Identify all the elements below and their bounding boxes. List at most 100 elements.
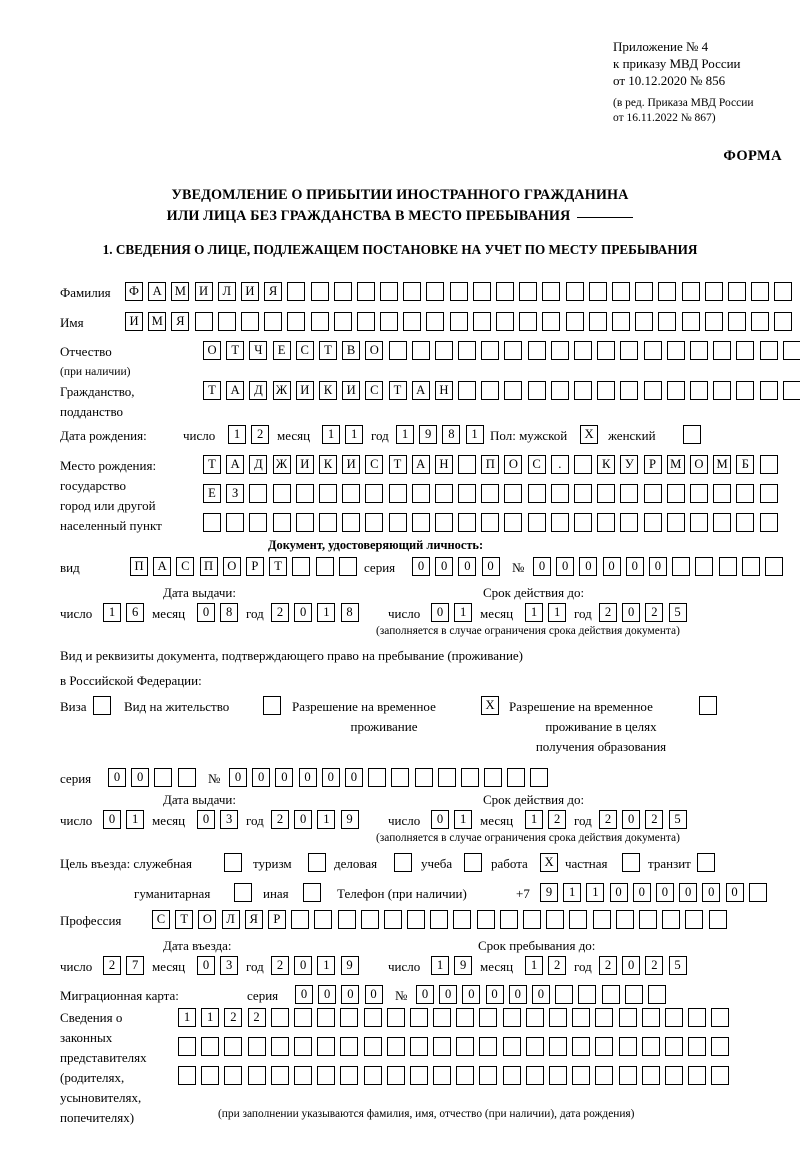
char-cell[interactable]: 3 bbox=[220, 956, 239, 975]
char-cell[interactable] bbox=[270, 1066, 289, 1085]
char-cell[interactable]: Б bbox=[736, 455, 755, 474]
char-cell[interactable]: Т bbox=[269, 557, 288, 576]
char-cell[interactable] bbox=[597, 513, 616, 532]
char-cell[interactable]: 2 bbox=[548, 810, 567, 829]
char-cell[interactable] bbox=[403, 312, 422, 331]
char-cell[interactable]: 0 bbox=[108, 768, 126, 787]
char-cell[interactable] bbox=[434, 484, 453, 503]
char-cell[interactable]: 0 bbox=[344, 768, 363, 787]
char-cell[interactable] bbox=[620, 513, 639, 532]
char-cell[interactable] bbox=[751, 312, 770, 331]
char-cell[interactable]: Ч bbox=[249, 341, 268, 360]
char-cell[interactable] bbox=[664, 1008, 683, 1027]
char-cell[interactable] bbox=[194, 312, 213, 331]
char-cell[interactable]: 1 bbox=[465, 425, 484, 444]
char-cell[interactable] bbox=[388, 341, 407, 360]
char-cell[interactable]: Ф bbox=[125, 282, 143, 301]
char-cell[interactable] bbox=[310, 282, 329, 301]
char-cell[interactable] bbox=[504, 513, 523, 532]
char-cell[interactable] bbox=[264, 312, 283, 331]
char-cell[interactable]: В bbox=[342, 341, 361, 360]
char-cell[interactable]: 8 bbox=[220, 603, 239, 622]
char-cell[interactable] bbox=[363, 1066, 382, 1085]
char-cell[interactable]: 0 bbox=[197, 810, 215, 829]
char-cell[interactable] bbox=[434, 513, 453, 532]
char-cell[interactable] bbox=[565, 312, 584, 331]
char-cell[interactable] bbox=[380, 282, 399, 301]
char-cell[interactable]: 2 bbox=[103, 956, 121, 975]
char-cell[interactable]: 0 bbox=[435, 557, 454, 576]
char-cell[interactable] bbox=[317, 1066, 336, 1085]
char-cell[interactable] bbox=[502, 1008, 521, 1027]
char-cell[interactable] bbox=[736, 381, 755, 400]
char-cell[interactable]: 1 bbox=[525, 956, 543, 975]
char-cell[interactable]: Т bbox=[226, 341, 245, 360]
char-cell[interactable] bbox=[708, 910, 727, 929]
char-cell[interactable]: 6 bbox=[126, 603, 145, 622]
char-cell[interactable]: А bbox=[226, 455, 245, 474]
char-cell[interactable] bbox=[759, 513, 778, 532]
char-cell[interactable]: 2 bbox=[224, 1008, 243, 1027]
char-cell[interactable]: П bbox=[199, 557, 218, 576]
char-cell[interactable] bbox=[572, 1066, 591, 1085]
char-cell[interactable] bbox=[550, 484, 569, 503]
char-cell[interactable] bbox=[479, 1008, 498, 1027]
purpose-study-checkbox[interactable] bbox=[464, 853, 482, 872]
char-cell[interactable]: О bbox=[203, 341, 221, 360]
char-cell[interactable] bbox=[704, 312, 723, 331]
char-cell[interactable] bbox=[550, 513, 569, 532]
char-cell[interactable] bbox=[578, 985, 597, 1004]
char-cell[interactable] bbox=[433, 1037, 452, 1056]
char-cell[interactable]: 0 bbox=[321, 768, 340, 787]
char-cell[interactable]: А bbox=[411, 455, 430, 474]
char-cell[interactable] bbox=[411, 513, 430, 532]
char-cell[interactable] bbox=[774, 312, 793, 331]
char-cell[interactable] bbox=[479, 1037, 498, 1056]
char-cell[interactable]: 2 bbox=[271, 956, 289, 975]
char-cell[interactable] bbox=[318, 513, 337, 532]
char-cell[interactable] bbox=[178, 1037, 196, 1056]
char-cell[interactable]: 0 bbox=[609, 883, 628, 902]
char-cell[interactable]: С bbox=[152, 910, 170, 929]
char-cell[interactable] bbox=[620, 381, 639, 400]
char-cell[interactable] bbox=[203, 513, 221, 532]
char-cell[interactable]: И bbox=[342, 455, 361, 474]
char-cell[interactable] bbox=[569, 910, 588, 929]
char-cell[interactable]: З bbox=[226, 484, 245, 503]
char-cell[interactable] bbox=[224, 1037, 243, 1056]
char-cell[interactable] bbox=[635, 312, 654, 331]
char-cell[interactable]: А bbox=[226, 381, 245, 400]
char-cell[interactable] bbox=[504, 341, 523, 360]
char-cell[interactable] bbox=[574, 381, 592, 400]
char-cell[interactable] bbox=[704, 282, 723, 301]
char-cell[interactable] bbox=[525, 1037, 544, 1056]
char-cell[interactable]: Н bbox=[434, 381, 453, 400]
char-cell[interactable]: 0 bbox=[431, 603, 449, 622]
char-cell[interactable] bbox=[530, 768, 549, 787]
char-cell[interactable]: 1 bbox=[525, 810, 543, 829]
char-cell[interactable]: 8 bbox=[442, 425, 461, 444]
char-cell[interactable] bbox=[365, 484, 384, 503]
char-cell[interactable]: 1 bbox=[586, 883, 605, 902]
char-cell[interactable]: 0 bbox=[679, 883, 698, 902]
legal-rep-input-line-3[interactable] bbox=[178, 1066, 730, 1085]
char-cell[interactable] bbox=[272, 513, 291, 532]
char-cell[interactable]: 2 bbox=[599, 810, 617, 829]
char-cell[interactable] bbox=[363, 1008, 382, 1027]
char-cell[interactable] bbox=[542, 312, 561, 331]
char-cell[interactable]: И bbox=[295, 381, 314, 400]
char-cell[interactable]: 0 bbox=[579, 557, 598, 576]
char-cell[interactable]: 0 bbox=[295, 985, 313, 1004]
char-cell[interactable] bbox=[318, 484, 337, 503]
char-cell[interactable]: 1 bbox=[317, 810, 336, 829]
char-cell[interactable] bbox=[409, 1066, 428, 1085]
char-cell[interactable]: А bbox=[153, 557, 172, 576]
char-cell[interactable] bbox=[751, 282, 770, 301]
